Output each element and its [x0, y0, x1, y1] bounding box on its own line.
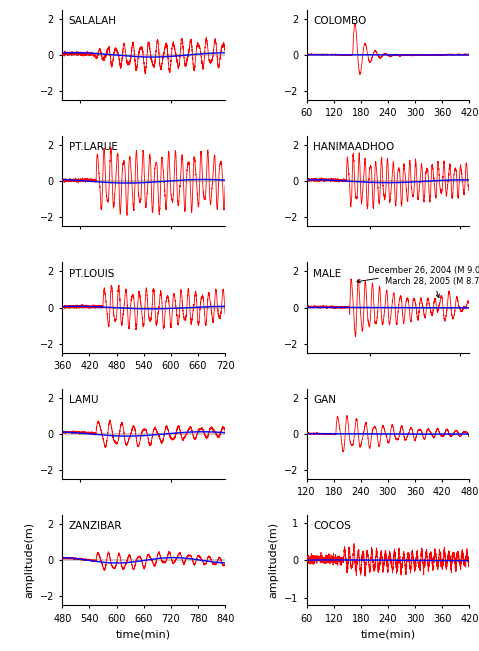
Text: PT.LARUE: PT.LARUE	[69, 143, 118, 152]
Text: GAN: GAN	[313, 395, 336, 405]
Y-axis label: amplitude(m): amplitude(m)	[268, 522, 278, 598]
X-axis label: time(min): time(min)	[116, 630, 171, 639]
X-axis label: time(min): time(min)	[360, 630, 416, 639]
Text: December 26, 2004 (M 9.0): December 26, 2004 (M 9.0)	[357, 266, 479, 283]
Text: March 28, 2005 (M 8.7): March 28, 2005 (M 8.7)	[385, 277, 479, 298]
Text: COLOMBO: COLOMBO	[313, 16, 366, 26]
Text: COCOS: COCOS	[313, 521, 351, 531]
Text: ZANZIBAR: ZANZIBAR	[69, 521, 122, 531]
Y-axis label: amplitude(m): amplitude(m)	[24, 522, 34, 598]
Text: HANIMAADHOO: HANIMAADHOO	[313, 143, 394, 152]
Text: MALE: MALE	[313, 269, 342, 279]
Text: LAMU: LAMU	[69, 395, 98, 405]
Text: SALALAH: SALALAH	[69, 16, 117, 26]
Text: PT.LOUIS: PT.LOUIS	[69, 269, 114, 279]
